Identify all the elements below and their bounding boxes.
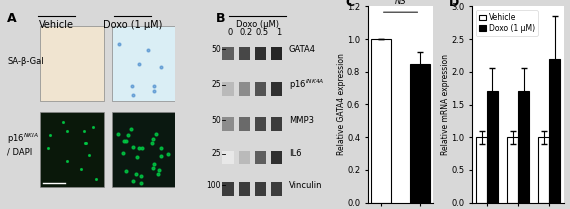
FancyBboxPatch shape [271, 151, 282, 164]
Bar [507, 137, 518, 203]
Text: SA-β-Gal: SA-β-Gal [7, 57, 44, 66]
Text: D: D [449, 0, 459, 9]
Text: NS: NS [395, 0, 406, 6]
Y-axis label: Relative mRNA expression: Relative mRNA expression [441, 54, 450, 155]
Text: 0.5: 0.5 [255, 28, 268, 37]
Text: B: B [216, 12, 226, 25]
Text: 25: 25 [211, 80, 221, 89]
FancyBboxPatch shape [222, 47, 234, 60]
Text: A: A [7, 12, 17, 25]
Bar [476, 137, 487, 203]
FancyBboxPatch shape [238, 182, 250, 196]
FancyBboxPatch shape [238, 117, 250, 131]
FancyBboxPatch shape [39, 26, 104, 101]
Bar [410, 64, 430, 203]
FancyBboxPatch shape [112, 112, 177, 187]
FancyBboxPatch shape [255, 47, 266, 60]
Text: 100: 100 [206, 181, 221, 190]
Text: 25: 25 [211, 149, 221, 158]
Text: Vehicle: Vehicle [39, 20, 74, 30]
Legend: Vehicle, Doxo (1 μM): Vehicle, Doxo (1 μM) [476, 10, 538, 36]
FancyBboxPatch shape [39, 112, 104, 187]
FancyBboxPatch shape [271, 182, 282, 196]
Bar [518, 91, 529, 203]
FancyBboxPatch shape [222, 182, 234, 196]
FancyBboxPatch shape [238, 47, 250, 60]
Text: Doxo (µM): Doxo (µM) [236, 20, 279, 29]
FancyBboxPatch shape [255, 117, 266, 131]
Text: p16$^{INK4A}$: p16$^{INK4A}$ [289, 78, 324, 92]
Y-axis label: Relative GATA4 expression: Relative GATA4 expression [336, 54, 345, 155]
FancyBboxPatch shape [255, 82, 266, 96]
Text: Doxo (1 μM): Doxo (1 μM) [103, 20, 162, 30]
FancyBboxPatch shape [271, 82, 282, 96]
Text: C: C [345, 0, 354, 9]
Text: IL6: IL6 [289, 149, 301, 158]
FancyBboxPatch shape [238, 151, 250, 164]
Text: GATA4: GATA4 [289, 45, 316, 54]
FancyBboxPatch shape [112, 26, 177, 101]
Text: 1: 1 [276, 28, 281, 37]
FancyBboxPatch shape [255, 151, 266, 164]
FancyBboxPatch shape [271, 47, 282, 60]
Text: 0.2: 0.2 [239, 28, 253, 37]
Text: 50: 50 [211, 45, 221, 54]
Text: MMP3: MMP3 [289, 116, 314, 125]
Text: 0: 0 [227, 28, 233, 37]
Bar [371, 39, 390, 203]
FancyBboxPatch shape [238, 82, 250, 96]
Text: p16$^{NKIA}$
/ DAPI: p16$^{NKIA}$ / DAPI [7, 131, 39, 156]
FancyBboxPatch shape [271, 117, 282, 131]
FancyBboxPatch shape [255, 182, 266, 196]
FancyBboxPatch shape [222, 82, 234, 96]
Text: Vinculin: Vinculin [289, 181, 322, 190]
FancyBboxPatch shape [222, 151, 234, 164]
FancyBboxPatch shape [222, 117, 234, 131]
Bar [487, 91, 498, 203]
Text: 50: 50 [211, 116, 221, 125]
Bar [549, 59, 560, 203]
Bar [538, 137, 549, 203]
